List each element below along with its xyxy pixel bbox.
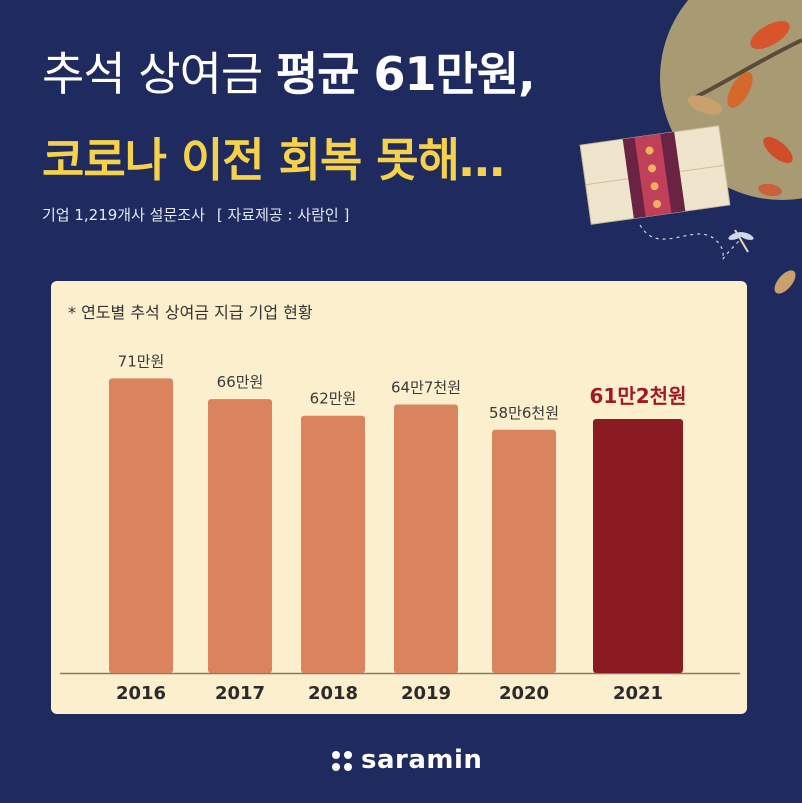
bar-2019 [394,404,458,673]
x-tick-2020: 2020 [499,683,549,704]
leaf-icons [687,21,796,294]
x-tick-2021: 2021 [613,683,663,704]
branch-shape [689,38,802,102]
headline-line-2: 코로나 이전 회복 못해… [42,133,505,187]
bar-2021 [593,419,683,673]
bar-2016 [109,378,173,673]
gift-box-icon [579,125,731,225]
bar-2018 [301,415,365,673]
bar-2020 [492,429,556,673]
headline-part-light: 추석 상여금 [42,47,276,101]
x-tick-2016: 2016 [116,683,166,704]
source-credit: [ 자료제공 : 사람인 ] [216,206,350,224]
survey-info: 기업 1,219개사 설문조사 [42,206,205,224]
x-tick-2018: 2018 [308,683,358,704]
saramin-dots-icon [332,751,352,771]
data-label-2016: 71만원 [118,352,165,370]
headline-part-bold: 평균 61만원, [275,47,536,101]
subtitle: 기업 1,219개사 설문조사 [ 자료제공 : 사람인 ] [42,204,349,225]
x-tick-2019: 2019 [401,683,451,704]
data-label-2021: 61만2천원 [590,384,687,408]
headline-line-1: 추석 상여금 평균 61만원, [42,38,536,104]
chart-note: * 연도별 추석 상여금 지급 기업 현황 [68,303,313,322]
bar-2017 [208,399,272,673]
data-label-2020: 58만6천원 [489,404,559,422]
data-label-2017: 66만원 [217,373,264,391]
brand-name: saramin [361,745,483,775]
data-label-2018: 62만원 [310,390,357,408]
data-label-2019: 64만7천원 [391,378,461,396]
dragonfly-trail [639,224,741,260]
dragonfly-icon [728,229,754,253]
x-tick-2017: 2017 [215,683,265,704]
saramin-logo: saramin [331,745,483,777]
